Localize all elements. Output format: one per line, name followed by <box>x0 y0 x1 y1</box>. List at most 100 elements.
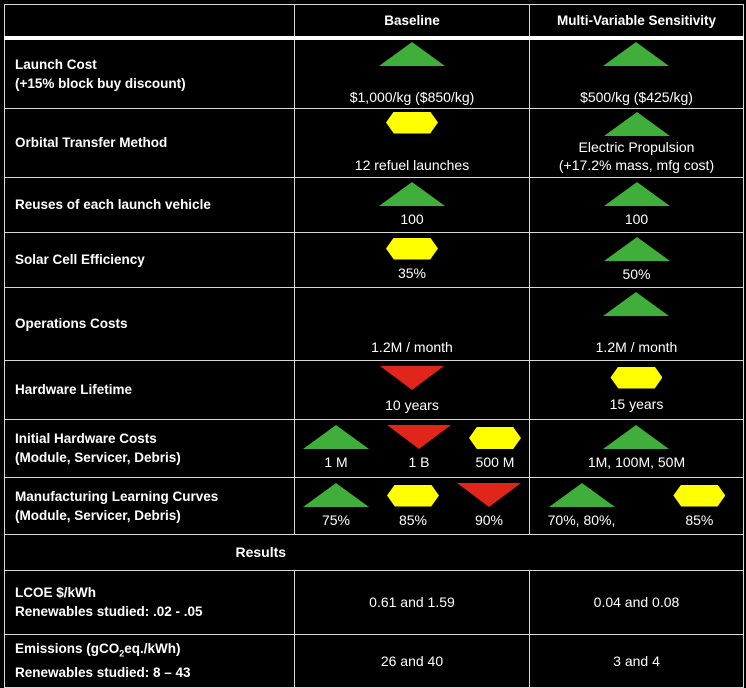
baseline-result: 0.61 and 1.59 <box>294 569 530 635</box>
baseline-result: 26 and 40 <box>294 633 530 688</box>
table-row: Launch Cost (+15% block buy discount) $1,0… <box>4 37 744 109</box>
indicator-item: 10 years <box>380 365 444 414</box>
label-line: Reuses of each launch vehicle <box>15 197 211 212</box>
label-line: Renewables studied: .02 - .05 <box>15 604 203 619</box>
row-label: Orbital Transfer Method <box>4 107 295 178</box>
indicator-item: 100 <box>603 181 670 228</box>
indicator-group: 75% 85% 90% <box>295 482 529 529</box>
sensitivity-header: Multi-Variable Sensitivity <box>529 4 744 40</box>
indicator-group: 1.2M / month <box>295 292 529 356</box>
baseline-cell: 35% <box>294 231 530 288</box>
indicator-value: 1.2M / month <box>371 338 453 355</box>
indicator-group: 50% <box>530 236 743 283</box>
indicator-group: 1 M 1 B 500 M <box>295 425 529 471</box>
sensitivity-cell: $500/kg ($425/kg) <box>529 37 744 109</box>
red-down-triangle-icon <box>457 482 521 507</box>
sensitivity-cell: 1.2M / month <box>529 286 744 361</box>
sensitivity-cell: 100 <box>529 176 744 233</box>
table-row: Solar Cell Efficiency 35% 50% <box>4 231 744 288</box>
indicator-value: 90% <box>474 511 504 528</box>
indicator-item: 35% <box>386 237 438 282</box>
table-row: Operations Costs 1.2M / month 1.2M / month <box>4 286 744 361</box>
indicator-group: 12 refuel launches <box>295 111 529 174</box>
indicator-item: 75% <box>303 482 369 529</box>
result-row-emissions: Emissions (gCO2eq./kWh) Renewables studi… <box>4 633 744 688</box>
indicator-group: 35% <box>295 237 529 282</box>
result-row-lcoe: LCOE $/kWh Renewables studied: .02 - .05… <box>4 569 744 635</box>
label-line: Operations Costs <box>15 316 128 331</box>
yellow-hexagon-icon <box>385 111 438 134</box>
baseline-cell: 1 M 1 B 500 M <box>294 418 530 478</box>
label-line: (+15% block buy discount) <box>15 75 186 91</box>
indicator-item: 85% <box>673 484 726 529</box>
row-label: Reuses of each launch vehicle <box>4 176 295 233</box>
indicator-item: 12 refuel launches <box>355 111 469 174</box>
sensitivity-cell: 70%, 80%, 85% <box>529 476 744 535</box>
indicator-item: 85% <box>387 484 439 529</box>
yellow-hexagon-icon <box>610 366 663 389</box>
indicator-value: 100 <box>400 210 424 227</box>
indicator-group: 1.2M / month <box>530 291 743 356</box>
row-label: Launch Cost (+15% block buy discount) <box>4 37 295 109</box>
label-line: Manufacturing Learning Curves <box>15 488 219 504</box>
table-row: Reuses of each launch vehicle 100 100 <box>4 176 744 233</box>
indicator-value: 35% <box>397 264 427 281</box>
indicator-item: 70%, 80%, <box>547 482 616 529</box>
indicator-item: $500/kg ($425/kg) <box>580 41 693 106</box>
baseline-cell: 1.2M / month <box>294 286 530 361</box>
green-up-triangle-icon <box>303 425 369 449</box>
empty-header <box>4 4 295 40</box>
indicator-item: 15 years <box>610 366 663 413</box>
baseline-cell: 12 refuel launches <box>294 107 530 178</box>
table-row: Manufacturing Learning Curves (Module, Se… <box>4 476 744 535</box>
yellow-hexagon-icon <box>386 237 438 260</box>
indicator-item: 1.2M / month <box>595 291 678 356</box>
table-row: Orbital Transfer Method 12 refuel launche… <box>4 107 744 178</box>
indicator-group: 100 <box>530 181 743 228</box>
red-down-triangle-icon <box>380 365 444 390</box>
indicator-value: 85% <box>398 511 428 528</box>
results-header-row: Results <box>4 533 744 571</box>
header-row: Baseline Multi-Variable Sensitivity <box>4 4 744 40</box>
label-line: (Module, Servicer, Debris) <box>15 507 181 523</box>
baseline-cell: $1,000/kg ($850/kg) <box>294 37 530 109</box>
indicator-group: 10 years <box>295 365 529 414</box>
label-line: Orbital Transfer Method <box>15 135 168 150</box>
indicator-value: 85% <box>685 511 714 528</box>
green-up-triangle-icon <box>603 425 670 449</box>
baseline-cell: 100 <box>294 176 530 233</box>
indicator-value: 50% <box>622 265 651 282</box>
yellow-hexagon-icon <box>469 427 521 449</box>
indicator-group: Electric Propulsion (+17.2% mass, mfg cos… <box>530 111 743 174</box>
sensitivity-cell: 50% <box>529 231 744 288</box>
indicator-value: Electric Propulsion <box>578 138 695 155</box>
green-up-triangle-icon <box>603 291 670 316</box>
label-line: Emissions (gCO2eq./kWh) <box>15 639 294 664</box>
sensitivity-result: 3 and 4 <box>529 633 744 688</box>
red-down-triangle-icon <box>387 425 451 449</box>
indicator-value: 100 <box>624 210 649 227</box>
indicator-group: 70%, 80%, 85% <box>530 482 743 529</box>
indicator-item: $1,000/kg ($850/kg) <box>349 41 475 106</box>
label-line: Launch Cost <box>15 56 97 72</box>
indicator-value: 70%, 80%, <box>547 511 616 528</box>
sensitivity-result: 0.04 and 0.08 <box>529 569 744 635</box>
indicator-group: $500/kg ($425/kg) <box>530 41 743 106</box>
row-label: LCOE $/kWh Renewables studied: .02 - .05 <box>4 569 295 635</box>
indicator-value: 75% <box>321 511 351 528</box>
green-up-triangle-icon <box>603 41 670 66</box>
green-up-triangle-icon <box>603 181 670 206</box>
label-text: Emissions (gCO <box>15 640 120 656</box>
row-label: Operations Costs <box>4 286 295 361</box>
label-line: Initial Hardware Costs <box>15 431 157 446</box>
indicator-value: 10 years <box>385 396 439 413</box>
indicator-group: 100 <box>295 181 529 228</box>
indicator-item: 1M, 100M, 50M <box>588 425 685 471</box>
yellow-hexagon-icon <box>387 484 439 507</box>
row-label: Initial Hardware Costs (Module, Servicer,… <box>4 418 295 478</box>
indicator-value: $1,000/kg ($850/kg) <box>349 88 475 105</box>
label-line: Hardware Lifetime <box>15 382 133 397</box>
indicator-value: 1.2M / month <box>595 338 678 355</box>
indicator-item: Electric Propulsion (+17.2% mass, mfg cos… <box>558 111 715 174</box>
indicator-value: (+17.2% mass, mfg cost) <box>558 156 715 173</box>
